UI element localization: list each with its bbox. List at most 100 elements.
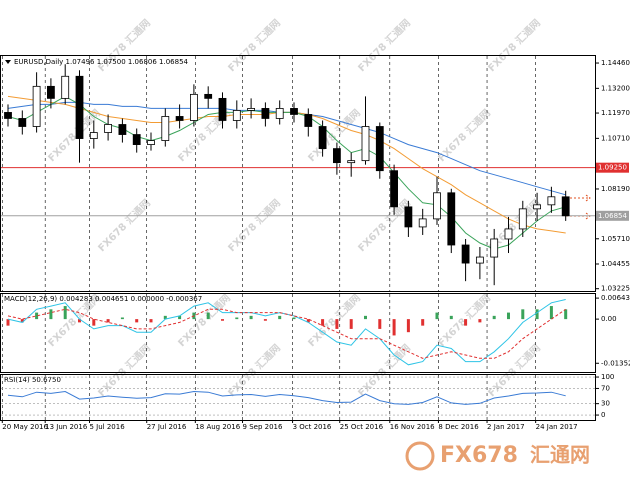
y-tick-label: 1.10710: [601, 134, 630, 142]
x-tick-label: 24 Jan 2017: [536, 423, 578, 431]
candle-body: [475, 256, 484, 264]
candle-body: [4, 112, 12, 119]
candle-body: [204, 93, 213, 99]
candle-body: [104, 124, 113, 133]
macd-bar: [449, 315, 453, 320]
indicator-line: [7, 95, 566, 250]
macd-bar: [506, 312, 510, 320]
x-tick-label: 18 Aug 2016: [195, 423, 240, 431]
x-tick-label: 20 May 2016: [2, 423, 48, 431]
indicator-line: [7, 390, 566, 405]
candle-body: [347, 160, 356, 164]
candle-body: [218, 97, 227, 121]
projection-arrows: [566, 194, 591, 220]
x-tick-label: 27 Jul 2016: [147, 423, 187, 431]
candle-body: [89, 132, 98, 139]
macd-bar: [306, 319, 310, 323]
y-tick-label: 1.08190: [601, 185, 630, 193]
candle-body: [261, 108, 270, 119]
macd-frame: [0, 293, 596, 373]
candle-body: [561, 196, 570, 217]
macd-bar: [63, 306, 67, 320]
macd-bar: [49, 309, 53, 320]
candle-body: [147, 140, 155, 145]
x-tick-label: 16 Nov 2016: [390, 423, 435, 431]
candle-body: [518, 208, 527, 230]
y-tick-label: 1.03225: [601, 285, 630, 293]
macd-bar: [292, 317, 296, 320]
macd-bar: [78, 319, 82, 323]
macd-bar: [235, 317, 239, 320]
candle-body: [190, 93, 198, 121]
candle-body: [47, 85, 55, 99]
x-tick-label: 3 Oct 2016: [293, 423, 332, 431]
y-tick-label: 1.13200: [601, 84, 630, 92]
candle-body: [490, 238, 499, 258]
candle-body: [118, 124, 127, 135]
macd-bar: [378, 319, 382, 329]
y-tick-label: 0.00: [601, 315, 617, 323]
candle-body: [32, 85, 41, 127]
price-label-bg: [596, 210, 629, 221]
candle-body: [332, 148, 341, 164]
macd-bar: [135, 319, 139, 323]
candle-body: [390, 170, 398, 208]
x-tick-label: 9 Sep 2016: [243, 423, 283, 431]
candle-body: [461, 244, 470, 264]
logo: FX678 汇通网: [405, 441, 590, 471]
macd-bar: [535, 309, 539, 320]
y-tick-label: 1.05710: [601, 235, 630, 243]
candle-body: [447, 192, 456, 246]
x-tick-label: 5 Jul 2016: [90, 423, 126, 431]
macd-bar: [92, 319, 96, 326]
candle-body: [547, 196, 556, 206]
macd-bar: [464, 319, 468, 326]
macd-bar: [478, 319, 482, 323]
candle-body: [533, 204, 541, 210]
macd-bar: [321, 319, 325, 326]
candle-body: [290, 108, 298, 115]
x-tick-label: 13 Jun 2016: [45, 423, 88, 431]
macd-bar: [178, 315, 182, 320]
rsi-frame: [0, 374, 596, 421]
price-label: 1.06854: [598, 212, 627, 220]
candle-body: [275, 108, 284, 119]
y-tick-label: 0.006435: [601, 294, 630, 302]
macd-bar: [549, 306, 553, 320]
candle-body: [61, 75, 70, 99]
price-label-bg: [596, 162, 629, 173]
macd-bar: [220, 319, 224, 321]
candle-body: [161, 116, 170, 141]
macd-bar: [421, 319, 425, 326]
macd-bar: [278, 315, 282, 320]
indicator-line: [7, 308, 566, 359]
rsi-title: RSI(14) 50.6750: [4, 376, 61, 384]
candle-body: [75, 75, 84, 139]
candle-body: [247, 108, 255, 111]
macd-bar: [149, 319, 153, 323]
macd-bar: [392, 319, 396, 336]
macd-bar: [249, 315, 253, 320]
y-tick-label: 0: [601, 411, 605, 419]
candle-body: [132, 134, 141, 145]
candle-body: [504, 228, 513, 240]
candle-body: [375, 126, 384, 172]
candle-body: [318, 126, 327, 149]
macd-bar: [349, 319, 353, 329]
macd-bar: [106, 319, 110, 323]
y-tick-label: 1.14460: [601, 59, 630, 67]
logo-cn: 汇通网: [530, 443, 590, 467]
macd-bar: [521, 309, 525, 320]
macd-bar: [335, 319, 339, 329]
y-tick-label: 1.11970: [601, 109, 630, 117]
macd-bar: [263, 319, 267, 321]
macd-bar: [363, 315, 367, 320]
macd-bar: [163, 315, 167, 320]
macd-bar: [435, 312, 439, 320]
y-tick-label: -0.013523: [601, 359, 630, 367]
macd-bar: [6, 319, 10, 326]
macd-title: MACD(12,26,9) 0.004283 0.004651 0.000000…: [4, 295, 202, 303]
candle-body: [18, 118, 27, 127]
